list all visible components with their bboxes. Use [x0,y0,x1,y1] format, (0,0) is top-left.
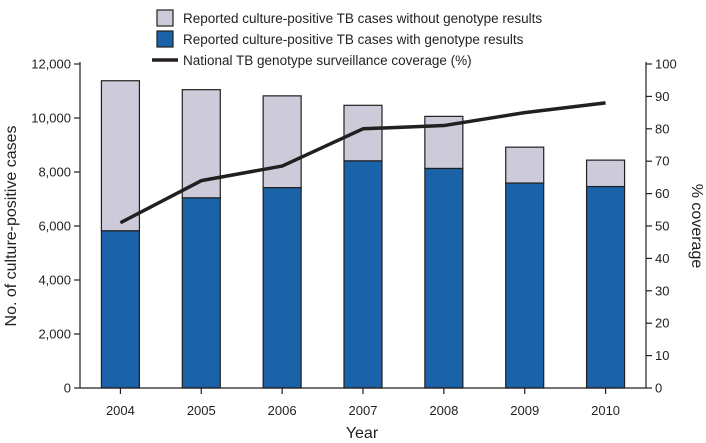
y-tick-right-label: 20 [655,316,669,331]
x-tick-label: 2007 [349,403,378,418]
x-tick-label: 2008 [429,403,458,418]
y-tick-left-label: 2,000 [38,327,71,342]
legend-label: Reported culture-positive TB cases with … [183,32,524,47]
legend-swatch-without-genotype [156,9,174,27]
bar-with-genotype-2004 [100,230,141,389]
axes-layer: 0 2,000 4,000 6,000 8,000 10,000 12,000 0 10 20 30… [31,57,676,419]
bar-without-genotype-2006 [262,95,302,189]
x-tick-label: 2005 [187,403,216,418]
y-tick-left-label: 4,000 [38,273,71,288]
coverage-line [119,101,606,225]
x-axis-title: Year [346,425,379,442]
coverage-line-layer [119,101,606,225]
legend-swatch-with-genotype [156,30,174,48]
bar-with-genotype-2006 [262,187,302,389]
y-tick-right-label: 90 [655,89,669,104]
bar-with-genotype-2009 [505,182,545,389]
y-tick-right-label: 100 [655,57,677,72]
x-tick-label: 2004 [106,403,135,418]
legend-label: Reported culture-positive TB cases witho… [183,11,542,26]
x-tick-label: 2009 [510,403,539,418]
legend: Reported culture-positive TB cases witho… [152,9,542,68]
bar-with-genotype-2010 [585,185,626,389]
y-axis-title-right: % coverage [688,184,705,269]
y-tick-right-label: 70 [655,154,669,169]
bar-with-genotype-2007 [343,160,383,389]
x-tick-label: 2006 [268,403,297,418]
y-tick-left-label: 6,000 [38,219,71,234]
y-tick-right-label: 10 [655,348,669,363]
y-tick-right-label: 60 [655,186,669,201]
y-tick-right-label: 0 [655,381,662,396]
y-tick-right-label: 50 [655,219,669,234]
y-tick-right-label: 40 [655,251,669,266]
y-axis-title-left: No. of culture-positive cases [3,126,20,327]
bar-without-genotype-2004 [100,80,141,232]
y-tick-left-label: 8,000 [38,165,71,180]
bar-with-genotype-2005 [181,197,221,389]
y-tick-right-label: 30 [655,283,669,298]
y-tick-left-label: 10,000 [31,111,71,126]
y-tick-left-label: 12,000 [31,57,71,72]
legend-label: National TB genotype surveillance covera… [183,53,472,68]
y-tick-left-label: 0 [64,381,71,396]
bar-without-genotype-2009 [505,146,545,184]
bar-without-genotype-2010 [585,159,626,188]
bars-layer [100,80,626,389]
y-tick-right-label: 80 [655,121,669,136]
x-tick-label: 2010 [591,403,620,418]
bar-with-genotype-2008 [424,167,464,389]
